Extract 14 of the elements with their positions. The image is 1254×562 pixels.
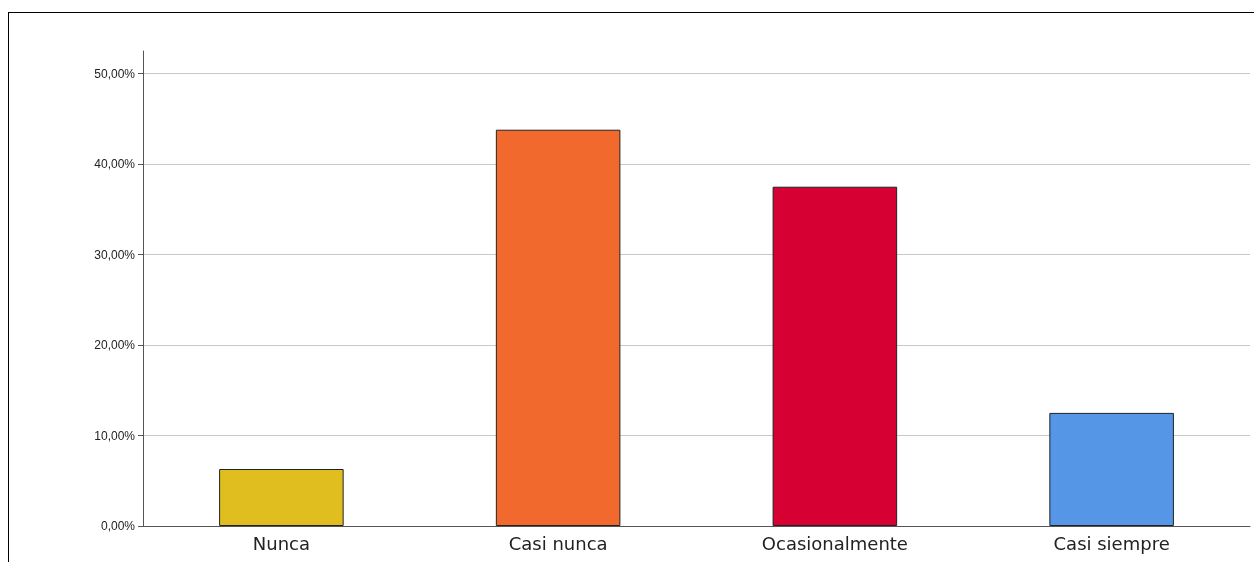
x-tick-label: Nunca xyxy=(252,532,310,554)
bar xyxy=(772,186,898,526)
bar xyxy=(495,129,621,526)
y-tick-label: 10,00% xyxy=(94,428,136,443)
x-tick-label: Casi siempre xyxy=(1053,532,1170,554)
x-tick-label: Casi nunca xyxy=(508,532,608,554)
y-tick-label: 50,00% xyxy=(94,66,136,81)
y-tick-label: 30,00% xyxy=(94,247,136,262)
bar xyxy=(219,469,344,526)
x-tick-label: Ocasionalmente xyxy=(761,532,908,554)
y-tick-label: 40,00% xyxy=(94,157,136,172)
y-tick-label: 0,00% xyxy=(100,519,136,533)
bar xyxy=(1049,412,1174,526)
y-tick-label: 20,00% xyxy=(94,338,136,353)
